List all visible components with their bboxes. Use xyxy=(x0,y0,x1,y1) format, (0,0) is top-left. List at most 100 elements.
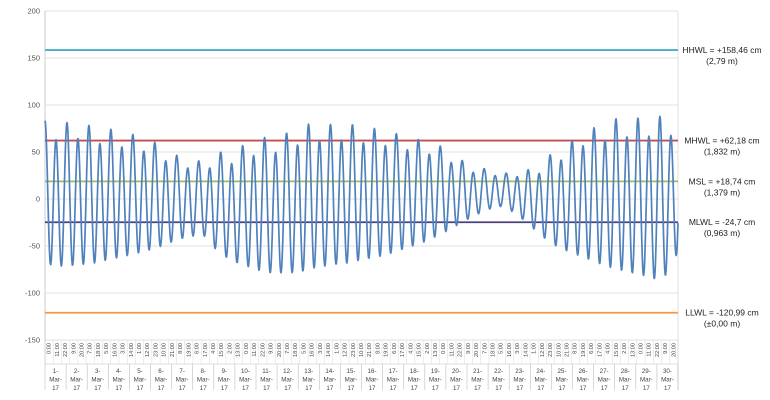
x-time-label: 9:00 xyxy=(663,343,669,354)
x-time-label: 2:00 xyxy=(622,343,628,354)
x-time-label: 0:00 xyxy=(441,343,447,354)
x-time-label: 22:00 xyxy=(655,343,661,357)
y-tick-label: -150 xyxy=(25,336,40,345)
x-date-label-part: 16- xyxy=(368,368,377,375)
x-date-label-part: Mar- xyxy=(661,377,674,384)
x-time-label: 6:00 xyxy=(195,343,201,354)
x-date-label-part: 17 xyxy=(179,385,186,392)
reference-labels: HHWL = +158,46 cm(2,79 m) MHWL = +62,18 c… xyxy=(682,45,761,329)
reference-label: MSL = +18,74 cm xyxy=(689,176,756,186)
x-date-label-part: 28- xyxy=(621,368,630,375)
x-date-label-part: Mar- xyxy=(302,377,315,384)
x-date-label-part: 26- xyxy=(579,368,588,375)
x-time-label: 20:00 xyxy=(277,343,283,357)
x-date-label-part: 27- xyxy=(600,368,609,375)
x-date-label-part: Mar- xyxy=(598,377,611,384)
x-date-label-part: 17 xyxy=(263,385,270,392)
x-time-label: 12:00 xyxy=(145,343,151,357)
x-date-label-part: Mar- xyxy=(134,377,147,384)
x-date-label-part: 17 xyxy=(284,385,291,392)
x-time-label: 17:00 xyxy=(400,343,406,357)
x-time-label: 3:00 xyxy=(515,343,521,354)
reference-sublabel: (±0,00 m) xyxy=(704,319,740,329)
x-time-label: 1:00 xyxy=(334,343,340,354)
x-time-label: 17:00 xyxy=(203,343,209,357)
x-time-label: 2:00 xyxy=(425,343,431,354)
x-time-label: 16:00 xyxy=(310,343,316,357)
x-date-label-part: 11- xyxy=(262,368,270,375)
x-time-label: 0:00 xyxy=(244,343,250,354)
x-time-label: 14:00 xyxy=(326,343,332,357)
x-date-label-part: 17 xyxy=(601,385,608,392)
x-date-label-part: Mar- xyxy=(577,377,590,384)
x-date-label-part: 6- xyxy=(158,368,164,375)
x-time-label: 7:00 xyxy=(482,343,488,354)
x-time-label: 18:00 xyxy=(491,343,497,357)
x-date-label-part: Mar- xyxy=(155,377,168,384)
x-time-label: 11:00 xyxy=(449,343,455,357)
x-date-label-part: Mar- xyxy=(176,377,189,384)
x-time-label: 10:00 xyxy=(359,343,365,357)
y-tick-label: -100 xyxy=(25,289,40,298)
x-date-label-part: 17 xyxy=(516,385,523,392)
x-date-label-part: 23- xyxy=(515,368,524,375)
x-time-label: 23:00 xyxy=(351,343,357,357)
x-time-label: 15:00 xyxy=(219,343,225,357)
x-time-label: 17:00 xyxy=(597,343,603,357)
reference-sublabel: (1,379 m) xyxy=(704,187,741,197)
x-date-label-part: 2- xyxy=(74,368,80,375)
x-date-label-part: 17 xyxy=(411,385,418,392)
x-date-label-part: 17 xyxy=(94,385,101,392)
x-date-label-part: Mar- xyxy=(281,377,294,384)
x-date-label-part: 13- xyxy=(304,368,313,375)
x-time-label: 4:00 xyxy=(606,343,612,354)
x-date-label-part: Mar- xyxy=(556,377,569,384)
x-date-label-part: Mar- xyxy=(640,377,653,384)
x-date-label-part: 17 xyxy=(537,385,544,392)
x-time-label: 0:00 xyxy=(638,343,644,354)
y-tick-label: 100 xyxy=(27,101,40,110)
x-date-label-part: 14- xyxy=(325,368,334,375)
x-date-label-part: 30- xyxy=(663,368,672,375)
series xyxy=(44,115,679,280)
reference-label: HHWL = +158,46 cm xyxy=(682,45,761,55)
x-date-label-part: 17 xyxy=(200,385,207,392)
x-time-label: 5:00 xyxy=(301,343,307,354)
x-date-label-part: 17 xyxy=(221,385,228,392)
x-date-label-part: 17 xyxy=(115,385,122,392)
y-axis: -150 -100 -50 0 50 100 150 200 xyxy=(25,7,40,345)
x-time-label: 15:00 xyxy=(417,343,423,357)
x-date-label-part: 19- xyxy=(431,368,440,375)
x-time-label: 8:00 xyxy=(178,343,184,354)
x-time-label: 11:00 xyxy=(55,343,61,357)
x-date-label-part: 3- xyxy=(95,368,101,375)
x-time-label: 6:00 xyxy=(589,343,595,354)
x-time-label: 11:00 xyxy=(647,343,653,357)
x-date-label-part: 17 xyxy=(305,385,312,392)
x-time-label: 5:00 xyxy=(499,343,505,354)
x-date-label-part: Mar- xyxy=(366,377,379,384)
y-tick-label: 50 xyxy=(32,148,40,157)
x-time-label: 18:00 xyxy=(96,343,102,357)
x-time-label: 19:00 xyxy=(186,343,192,357)
x-date-label-part: 17 xyxy=(432,385,439,392)
x-date-label-part: 17 xyxy=(326,385,333,392)
x-time-label: 18:00 xyxy=(293,343,299,357)
x-time-label: 13:00 xyxy=(630,343,636,357)
x-time-label: 13:00 xyxy=(236,343,242,357)
y-tick-label: -50 xyxy=(29,242,40,251)
x-date-label-part: Mar- xyxy=(345,377,358,384)
x-date-label-part: Mar- xyxy=(429,377,442,384)
x-time-label: 15:00 xyxy=(614,343,620,357)
x-time-label: 16:00 xyxy=(112,343,118,357)
x-time-label: 9:00 xyxy=(466,343,472,354)
reference-sublabel: (1,832 m) xyxy=(704,147,741,157)
x-time-label: 7:00 xyxy=(285,343,291,354)
x-date-label-part: Mar- xyxy=(70,377,83,384)
reference-label: LLWL = -120,99 cm xyxy=(685,308,758,318)
x-date-label-part: 9- xyxy=(222,368,228,375)
x-date-label-part: Mar- xyxy=(387,377,400,384)
x-time-label: 10:00 xyxy=(556,343,562,357)
x-time-label: 21:00 xyxy=(565,343,571,357)
